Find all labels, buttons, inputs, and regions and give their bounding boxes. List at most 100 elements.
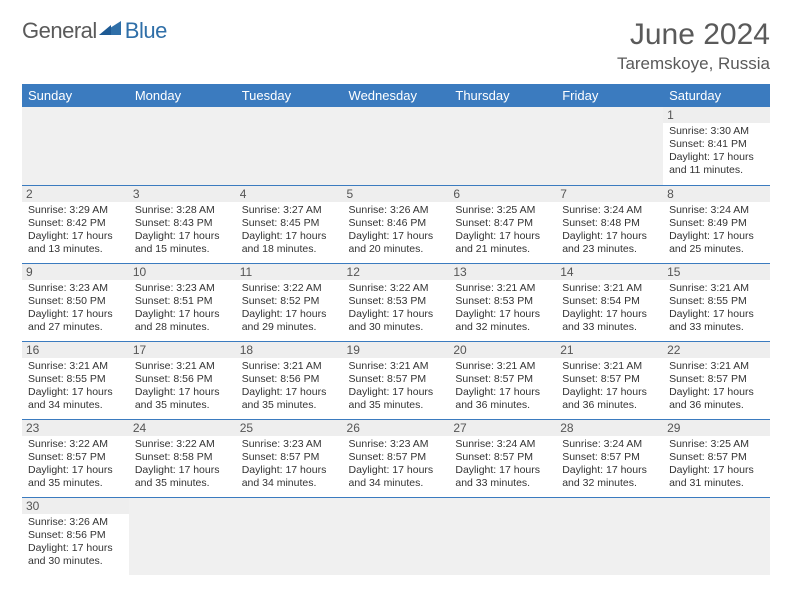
day-number: 1	[663, 107, 770, 123]
header-row: Sunday Monday Tuesday Wednesday Thursday…	[22, 84, 770, 107]
day-info: Sunrise: 3:21 AMSunset: 8:56 PMDaylight:…	[242, 360, 337, 413]
sunset-line: Sunset: 8:57 PM	[349, 451, 444, 464]
daylight-line-1: Daylight: 17 hours	[562, 308, 657, 321]
daylight-line-2: and 34 minutes.	[242, 477, 337, 490]
daylight-line-2: and 21 minutes.	[455, 243, 550, 256]
day-cell	[129, 497, 236, 575]
calendar-table: Sunday Monday Tuesday Wednesday Thursday…	[22, 84, 770, 575]
day-number: 29	[663, 420, 770, 436]
daylight-line-1: Daylight: 17 hours	[28, 230, 123, 243]
daylight-line-2: and 36 minutes.	[562, 399, 657, 412]
day-info: Sunrise: 3:23 AMSunset: 8:50 PMDaylight:…	[28, 282, 123, 335]
week-row: 2Sunrise: 3:29 AMSunset: 8:42 PMDaylight…	[22, 185, 770, 263]
daylight-line-1: Daylight: 17 hours	[455, 386, 550, 399]
day-info: Sunrise: 3:23 AMSunset: 8:57 PMDaylight:…	[242, 438, 337, 491]
month-title: June 2024	[617, 18, 770, 52]
day-number: 24	[129, 420, 236, 436]
sunrise-line: Sunrise: 3:26 AM	[349, 204, 444, 217]
sunrise-line: Sunrise: 3:24 AM	[455, 438, 550, 451]
day-cell: 24Sunrise: 3:22 AMSunset: 8:58 PMDayligh…	[129, 419, 236, 497]
day-info: Sunrise: 3:25 AMSunset: 8:57 PMDaylight:…	[669, 438, 764, 491]
daylight-line-1: Daylight: 17 hours	[242, 230, 337, 243]
day-info: Sunrise: 3:23 AMSunset: 8:57 PMDaylight:…	[349, 438, 444, 491]
daylight-line-2: and 13 minutes.	[28, 243, 123, 256]
brand-text-blue: Blue	[125, 18, 167, 44]
day-number: 10	[129, 264, 236, 280]
day-cell: 30Sunrise: 3:26 AMSunset: 8:56 PMDayligh…	[22, 497, 129, 575]
daylight-line-2: and 33 minutes.	[669, 321, 764, 334]
week-row: 1Sunrise: 3:30 AMSunset: 8:41 PMDaylight…	[22, 107, 770, 185]
day-info: Sunrise: 3:21 AMSunset: 8:57 PMDaylight:…	[349, 360, 444, 413]
daylight-line-2: and 35 minutes.	[135, 477, 230, 490]
sunrise-line: Sunrise: 3:21 AM	[28, 360, 123, 373]
day-info: Sunrise: 3:22 AMSunset: 8:52 PMDaylight:…	[242, 282, 337, 335]
daylight-line-1: Daylight: 17 hours	[349, 230, 444, 243]
sunrise-line: Sunrise: 3:25 AM	[669, 438, 764, 451]
sunset-line: Sunset: 8:57 PM	[562, 451, 657, 464]
daylight-line-1: Daylight: 17 hours	[669, 151, 764, 164]
daylight-line-1: Daylight: 17 hours	[135, 464, 230, 477]
sunset-line: Sunset: 8:43 PM	[135, 217, 230, 230]
daylight-line-1: Daylight: 17 hours	[28, 308, 123, 321]
day-number: 22	[663, 342, 770, 358]
sunset-line: Sunset: 8:56 PM	[242, 373, 337, 386]
sunset-line: Sunset: 8:57 PM	[28, 451, 123, 464]
sunset-line: Sunset: 8:55 PM	[28, 373, 123, 386]
sunrise-line: Sunrise: 3:23 AM	[349, 438, 444, 451]
sunset-line: Sunset: 8:57 PM	[669, 373, 764, 386]
sunset-line: Sunset: 8:52 PM	[242, 295, 337, 308]
day-info: Sunrise: 3:21 AMSunset: 8:57 PMDaylight:…	[455, 360, 550, 413]
daylight-line-2: and 36 minutes.	[669, 399, 764, 412]
sunrise-line: Sunrise: 3:23 AM	[135, 282, 230, 295]
col-thursday: Thursday	[449, 84, 556, 107]
daylight-line-2: and 25 minutes.	[669, 243, 764, 256]
week-row: 16Sunrise: 3:21 AMSunset: 8:55 PMDayligh…	[22, 341, 770, 419]
sunrise-line: Sunrise: 3:22 AM	[349, 282, 444, 295]
daylight-line-2: and 15 minutes.	[135, 243, 230, 256]
day-cell: 4Sunrise: 3:27 AMSunset: 8:45 PMDaylight…	[236, 185, 343, 263]
sunrise-line: Sunrise: 3:21 AM	[562, 360, 657, 373]
daylight-line-1: Daylight: 17 hours	[242, 464, 337, 477]
day-info: Sunrise: 3:21 AMSunset: 8:54 PMDaylight:…	[562, 282, 657, 335]
day-info: Sunrise: 3:27 AMSunset: 8:45 PMDaylight:…	[242, 204, 337, 257]
sunrise-line: Sunrise: 3:21 AM	[455, 360, 550, 373]
sunset-line: Sunset: 8:45 PM	[242, 217, 337, 230]
day-number: 15	[663, 264, 770, 280]
day-cell: 8Sunrise: 3:24 AMSunset: 8:49 PMDaylight…	[663, 185, 770, 263]
daylight-line-1: Daylight: 17 hours	[349, 464, 444, 477]
daylight-line-1: Daylight: 17 hours	[28, 542, 123, 555]
day-number: 26	[343, 420, 450, 436]
col-tuesday: Tuesday	[236, 84, 343, 107]
day-info: Sunrise: 3:26 AMSunset: 8:46 PMDaylight:…	[349, 204, 444, 257]
sunrise-line: Sunrise: 3:30 AM	[669, 125, 764, 138]
sail-icon	[97, 17, 123, 42]
day-number: 11	[236, 264, 343, 280]
daylight-line-1: Daylight: 17 hours	[135, 230, 230, 243]
sunrise-line: Sunrise: 3:22 AM	[28, 438, 123, 451]
daylight-line-1: Daylight: 17 hours	[135, 308, 230, 321]
sunset-line: Sunset: 8:57 PM	[669, 451, 764, 464]
day-cell: 5Sunrise: 3:26 AMSunset: 8:46 PMDaylight…	[343, 185, 450, 263]
day-number: 9	[22, 264, 129, 280]
daylight-line-1: Daylight: 17 hours	[455, 464, 550, 477]
day-info: Sunrise: 3:22 AMSunset: 8:53 PMDaylight:…	[349, 282, 444, 335]
daylight-line-1: Daylight: 17 hours	[349, 308, 444, 321]
day-cell: 25Sunrise: 3:23 AMSunset: 8:57 PMDayligh…	[236, 419, 343, 497]
day-cell: 12Sunrise: 3:22 AMSunset: 8:53 PMDayligh…	[343, 263, 450, 341]
day-cell	[343, 107, 450, 185]
day-cell: 21Sunrise: 3:21 AMSunset: 8:57 PMDayligh…	[556, 341, 663, 419]
day-number: 27	[449, 420, 556, 436]
daylight-line-2: and 33 minutes.	[455, 477, 550, 490]
daylight-line-2: and 30 minutes.	[349, 321, 444, 334]
day-number: 2	[22, 186, 129, 202]
daylight-line-2: and 29 minutes.	[242, 321, 337, 334]
daylight-line-2: and 36 minutes.	[455, 399, 550, 412]
day-number: 30	[22, 498, 129, 514]
day-info: Sunrise: 3:24 AMSunset: 8:48 PMDaylight:…	[562, 204, 657, 257]
daylight-line-1: Daylight: 17 hours	[669, 464, 764, 477]
day-info: Sunrise: 3:28 AMSunset: 8:43 PMDaylight:…	[135, 204, 230, 257]
day-info: Sunrise: 3:23 AMSunset: 8:51 PMDaylight:…	[135, 282, 230, 335]
daylight-line-2: and 11 minutes.	[669, 164, 764, 177]
sunset-line: Sunset: 8:57 PM	[455, 451, 550, 464]
sunrise-line: Sunrise: 3:23 AM	[28, 282, 123, 295]
